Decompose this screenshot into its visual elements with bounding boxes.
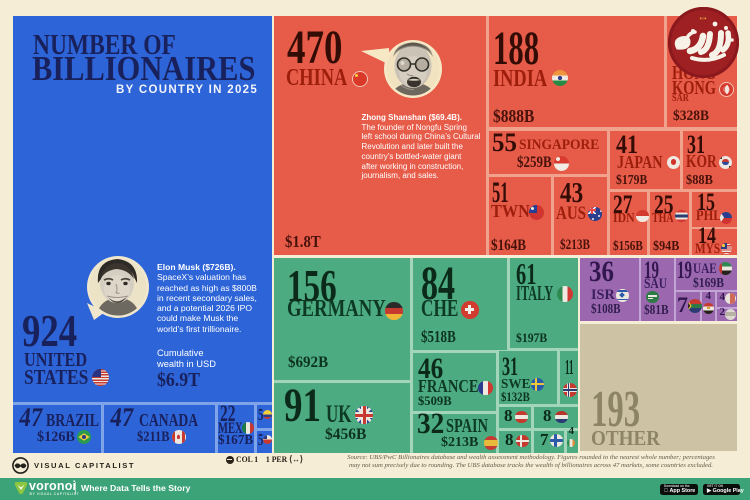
svg-text:▪▫▪: ▪▫▪ xyxy=(700,16,707,23)
